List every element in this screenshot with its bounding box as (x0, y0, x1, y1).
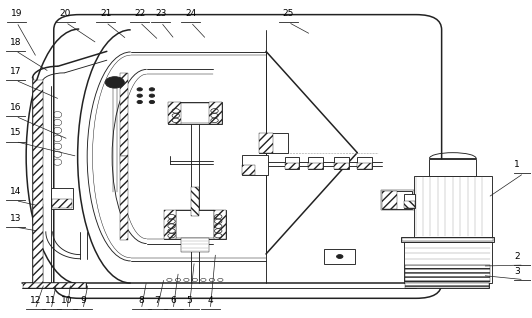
Bar (190, 188, 198, 216)
Bar (401, 237, 494, 242)
Circle shape (337, 255, 343, 259)
Circle shape (137, 94, 143, 97)
Bar (309, 157, 323, 169)
Text: 10: 10 (61, 296, 73, 305)
Text: 25: 25 (282, 9, 294, 18)
Bar (164, 210, 226, 239)
Text: 16: 16 (10, 103, 21, 112)
Text: 9: 9 (80, 296, 86, 305)
Bar (259, 133, 288, 153)
Bar (334, 157, 349, 169)
Bar (405, 265, 491, 282)
Bar (168, 102, 222, 123)
Bar (242, 165, 255, 176)
Bar (402, 238, 493, 241)
Bar (176, 210, 214, 238)
Text: 21: 21 (100, 9, 111, 18)
Bar (209, 102, 222, 123)
Text: 13: 13 (10, 214, 21, 223)
Bar (404, 194, 414, 208)
Bar (120, 73, 128, 156)
Text: 19: 19 (11, 9, 22, 18)
Bar (32, 93, 43, 156)
Bar (168, 102, 180, 123)
Text: 4: 4 (207, 296, 213, 305)
Text: 17: 17 (10, 67, 21, 76)
Bar (259, 133, 273, 153)
Bar (179, 103, 210, 123)
Bar (32, 204, 43, 283)
Bar (413, 176, 492, 237)
Bar (164, 210, 176, 239)
Text: 22: 22 (134, 9, 145, 18)
Text: 20: 20 (60, 9, 71, 18)
Bar (404, 201, 414, 208)
Bar (181, 238, 209, 252)
Circle shape (149, 100, 155, 104)
Bar (358, 157, 372, 169)
Bar (51, 189, 73, 209)
FancyBboxPatch shape (54, 15, 442, 298)
Text: 2: 2 (514, 252, 520, 261)
Bar (285, 157, 300, 169)
Text: 23: 23 (155, 9, 167, 18)
Text: 7: 7 (154, 296, 160, 305)
Bar (285, 163, 300, 169)
Text: 15: 15 (10, 128, 21, 137)
Bar (309, 163, 323, 169)
Bar (405, 283, 489, 288)
Text: 12: 12 (29, 296, 41, 305)
Bar (214, 210, 226, 239)
Bar (23, 283, 86, 288)
Bar (334, 163, 349, 169)
Bar (429, 159, 476, 176)
Bar (381, 191, 397, 209)
Text: 24: 24 (185, 9, 196, 18)
Text: 14: 14 (10, 187, 21, 196)
Circle shape (105, 77, 124, 88)
Bar (242, 155, 268, 176)
Bar (358, 163, 372, 169)
Text: 11: 11 (45, 296, 57, 305)
Circle shape (149, 94, 155, 97)
Bar (32, 80, 43, 283)
Bar (380, 190, 413, 210)
Circle shape (149, 88, 155, 91)
Text: 6: 6 (170, 296, 176, 305)
Text: 1: 1 (514, 160, 520, 169)
Text: 3: 3 (514, 266, 520, 275)
Bar (405, 283, 489, 288)
Bar (404, 242, 492, 283)
Bar (23, 283, 86, 288)
Bar (52, 199, 72, 208)
Bar (325, 249, 355, 264)
Circle shape (137, 88, 143, 91)
Bar (381, 191, 412, 209)
Text: 8: 8 (138, 296, 144, 305)
Text: 5: 5 (186, 296, 192, 305)
Text: 18: 18 (10, 38, 21, 47)
Polygon shape (266, 51, 358, 254)
Bar (120, 156, 128, 240)
Circle shape (137, 100, 143, 104)
